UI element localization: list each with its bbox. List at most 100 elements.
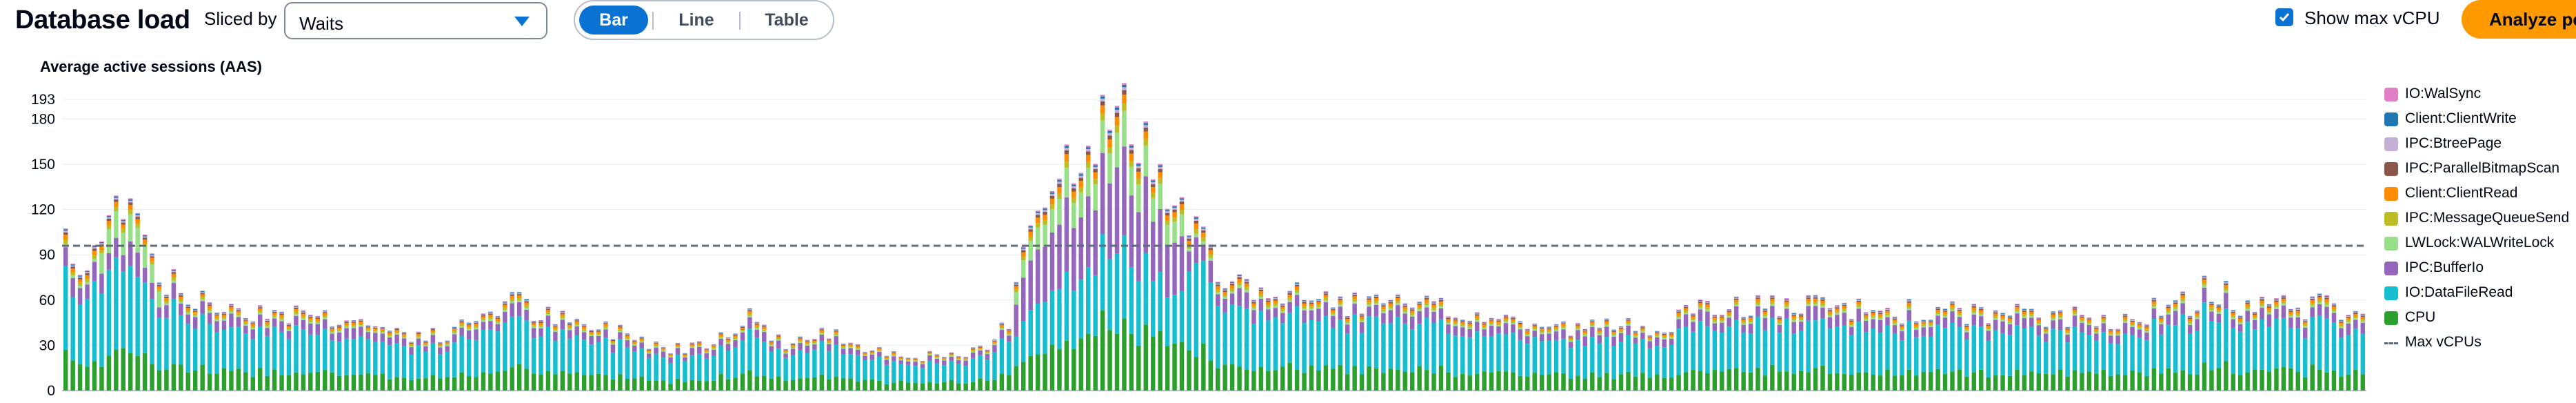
bar-segment — [2187, 321, 2193, 324]
bar-segment — [1049, 195, 1055, 199]
bar-segment — [380, 331, 385, 333]
bar-segment — [697, 342, 702, 344]
bar-segment — [1611, 333, 1616, 335]
bar-segment — [1914, 323, 1919, 324]
bar-segment — [488, 329, 493, 374]
bar-segment — [1345, 374, 1350, 391]
sliced-by-select[interactable]: Waits — [284, 2, 547, 39]
bar-segment — [884, 357, 889, 360]
bar-segment — [77, 275, 83, 277]
bar-segment — [1950, 307, 1955, 310]
bar-segment — [1669, 333, 1674, 335]
bar-segment — [625, 334, 630, 335]
bar-segment — [459, 372, 464, 391]
bar-segment — [560, 329, 565, 371]
bar-segment — [934, 355, 940, 357]
bar-segment — [1064, 146, 1069, 148]
bar-segment — [1720, 315, 1724, 316]
bar-segment — [1928, 324, 1933, 326]
bar-segment — [1287, 302, 1292, 313]
bar-segment — [438, 342, 443, 343]
bar-segment — [560, 312, 565, 313]
bar-segment — [401, 377, 407, 391]
bar-segment — [1316, 371, 1321, 391]
bar-segment — [1302, 306, 1307, 309]
bar-segment — [1676, 310, 1681, 311]
bar-segment — [272, 310, 277, 311]
bar-segment — [2324, 372, 2329, 391]
analyze-performance-button[interactable]: Analyze pe — [2462, 0, 2576, 39]
bar-segment — [783, 353, 788, 358]
view-mode-line[interactable]: Line — [678, 10, 714, 30]
bar-segment — [185, 372, 191, 391]
bar-segment — [185, 306, 191, 308]
bar-segment — [545, 315, 551, 327]
view-mode-bar[interactable]: Bar — [579, 6, 648, 35]
bar-segment — [1496, 320, 1501, 322]
caret-down-icon — [514, 17, 530, 26]
bar-segment — [70, 360, 75, 391]
show-max-vcpu-label: Show max vCPU — [2304, 8, 2440, 28]
bar-segment — [2137, 326, 2142, 328]
bar-segment — [2310, 298, 2315, 300]
bar-segment — [481, 316, 486, 319]
bar-segment — [1900, 375, 1904, 391]
bar-segment — [1438, 299, 1444, 300]
bar-segment — [1525, 328, 1530, 330]
bar-segment — [1323, 291, 1329, 293]
bar-segment — [114, 196, 119, 198]
bar-segment — [2310, 297, 2315, 299]
bar-segment — [128, 241, 133, 266]
bar-segment — [2094, 328, 2099, 331]
bar-segment — [315, 322, 320, 324]
bar-segment — [2339, 320, 2344, 321]
bar-segment — [603, 337, 608, 375]
view-mode-table[interactable]: Table — [765, 10, 809, 30]
bar-segment — [495, 321, 501, 323]
bar-segment — [1762, 310, 1768, 312]
bar-segment — [128, 266, 133, 353]
bar-segment — [257, 306, 263, 308]
bar-segment — [1251, 308, 1256, 311]
bar-segment — [1553, 325, 1559, 326]
bar-segment — [1503, 323, 1509, 335]
bar-segment — [1798, 331, 1804, 371]
bar-segment — [1021, 248, 1026, 250]
bar-segment — [164, 369, 169, 391]
bar-segment — [1935, 314, 1940, 316]
bar-segment — [150, 364, 154, 391]
bar-segment — [1071, 186, 1076, 189]
bar-segment — [1784, 318, 1789, 372]
bar-segment — [1762, 308, 1768, 309]
bar-segment — [1388, 301, 1393, 302]
bar-segment — [1194, 220, 1199, 224]
bar-segment — [359, 323, 363, 326]
bar-segment — [1244, 369, 1249, 391]
bar-segment — [2216, 304, 2222, 305]
bar-segment — [1244, 290, 1249, 293]
bar-segment — [2288, 368, 2293, 391]
bar-segment — [394, 343, 399, 377]
show-max-vcpu-checkbox[interactable] — [2275, 8, 2293, 26]
bar-segment — [1035, 213, 1040, 215]
bar-segment — [970, 382, 976, 391]
bar-segment — [949, 353, 954, 355]
bar-segment — [1244, 279, 1249, 281]
bar-segment — [625, 379, 630, 391]
bar-segment — [798, 337, 803, 339]
bar-segment — [1453, 322, 1458, 325]
bar-segment — [790, 380, 796, 391]
bar-segment — [1474, 315, 1480, 318]
bar-segment — [2209, 305, 2214, 308]
bar-segment — [913, 366, 918, 383]
bar-segment — [2151, 308, 2157, 320]
bar-segment — [330, 333, 334, 341]
bar-segment — [1892, 317, 1898, 319]
bar-segment — [2144, 333, 2149, 340]
bar-segment — [1835, 311, 1840, 313]
bar-segment — [1287, 299, 1292, 302]
bar-segment — [1251, 303, 1256, 306]
bar-segment — [1093, 169, 1098, 173]
bar-segment — [1971, 324, 1977, 373]
bar-segment — [409, 380, 414, 391]
